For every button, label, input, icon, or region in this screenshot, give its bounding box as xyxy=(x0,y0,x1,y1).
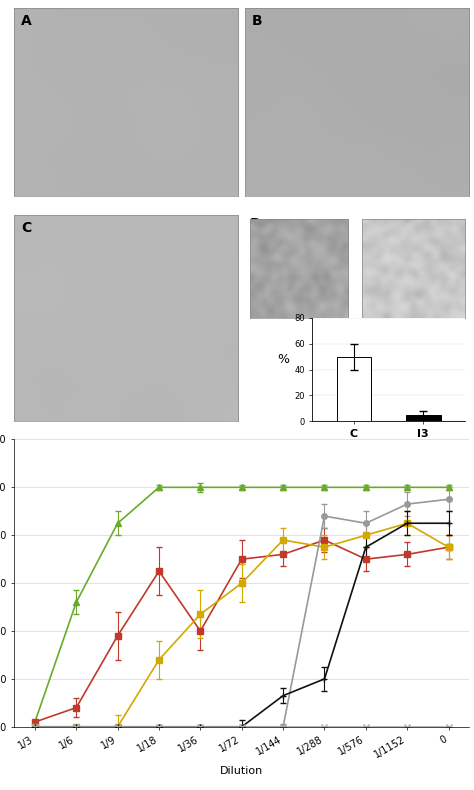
Text: A: A xyxy=(21,13,32,28)
Text: B: B xyxy=(252,13,263,28)
Text: C: C xyxy=(21,221,31,235)
Text: %: % xyxy=(277,353,289,366)
X-axis label: Dilution: Dilution xyxy=(220,766,264,776)
Text: D: D xyxy=(250,216,261,231)
